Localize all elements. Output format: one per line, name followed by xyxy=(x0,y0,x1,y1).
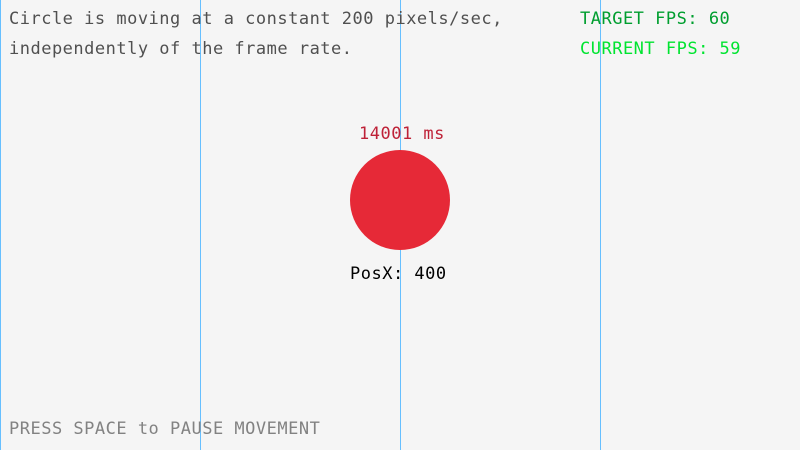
grid-line xyxy=(600,0,601,450)
moving-circle xyxy=(350,150,450,250)
pause-hint: PRESS SPACE to PAUSE MOVEMENT xyxy=(9,419,321,439)
target-fps: TARGET FPS: 60 xyxy=(580,9,731,29)
info-text-line2: independently of the frame rate. xyxy=(9,39,353,59)
posx-text: PosX: 400 xyxy=(350,264,447,284)
grid-line xyxy=(200,0,201,450)
current-fps: CURRENT FPS: 59 xyxy=(580,39,742,59)
info-text-line1: Circle is moving at a constant 200 pixel… xyxy=(9,9,503,29)
grid-line xyxy=(0,0,1,450)
timer-text: 14001 ms xyxy=(359,124,445,144)
